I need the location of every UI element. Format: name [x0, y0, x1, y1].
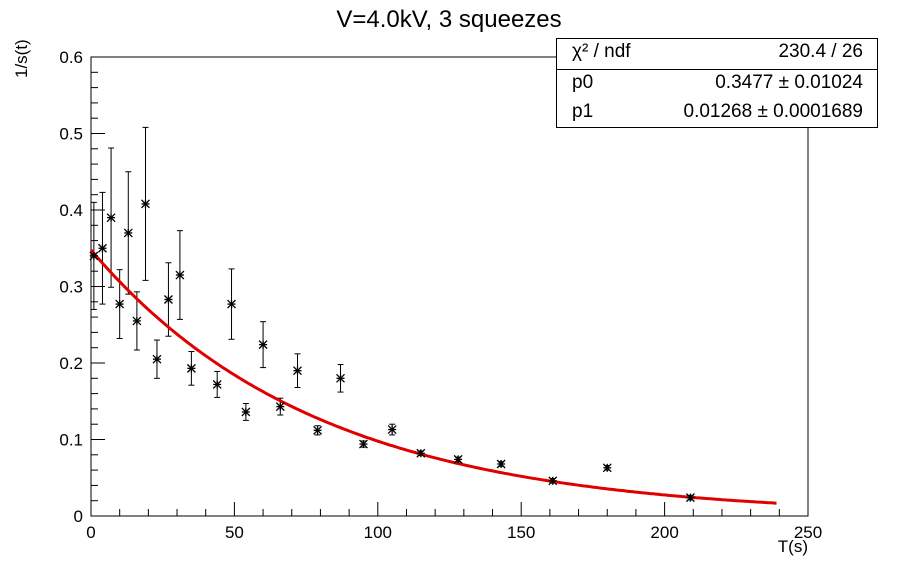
data-point — [258, 340, 268, 350]
data-point — [602, 463, 612, 473]
data-point — [336, 373, 345, 383]
x-tick-label: 0 — [86, 523, 95, 542]
data-point — [106, 213, 116, 223]
param-name: p1 — [572, 101, 594, 122]
fit-curve — [89, 249, 777, 505]
data-point — [359, 439, 368, 449]
data-point — [313, 425, 323, 435]
data-point — [227, 299, 236, 309]
data-point — [141, 199, 150, 209]
y-tick-label: 0 — [74, 507, 83, 526]
stats-divider — [557, 69, 877, 70]
data-point — [241, 407, 251, 417]
y-tick-label: 0.2 — [59, 354, 83, 373]
x-tick-label: 200 — [650, 523, 678, 542]
data-point — [186, 363, 196, 373]
stats-row-p0: p0 0.3477 ± 0.01024 — [557, 70, 877, 100]
stats-row-p1: p1 0.01268 ± 0.0001689 — [557, 99, 877, 129]
chart-title: V=4.0kV, 3 squeezes — [336, 6, 562, 33]
stats-header-row: χ² / ndf 230.4 / 26 — [557, 39, 877, 69]
data-point — [275, 402, 285, 412]
data-point — [212, 379, 222, 389]
data-point — [685, 493, 695, 503]
y-tick-label: 0.1 — [59, 431, 83, 450]
data-points — [89, 199, 695, 503]
data-point — [123, 228, 133, 238]
y-tick-label: 0.6 — [59, 48, 83, 67]
data-point — [163, 295, 173, 304]
error-bars — [90, 126, 694, 501]
data-point — [98, 243, 107, 253]
data-point — [175, 270, 185, 280]
y-axis-label: 1/s(t) — [12, 39, 31, 78]
axes: 0 50 100 150 200 250 0 0.1 0.2 0.3 0.4 0.5 0.6 — [59, 48, 822, 542]
data-point — [453, 454, 463, 464]
y-tick-label: 0.4 — [59, 201, 83, 220]
param-name: p0 — [572, 72, 594, 93]
x-tick-label: 150 — [507, 523, 535, 542]
x-tick-label: 100 — [364, 523, 392, 542]
chi2-label: χ² / ndf — [572, 41, 631, 62]
data-point — [115, 299, 125, 309]
data-point — [416, 448, 426, 458]
y-tick-label: 0.3 — [59, 278, 83, 297]
data-point — [293, 366, 302, 376]
x-tick-label: 50 — [225, 523, 244, 542]
data-point — [152, 354, 162, 364]
param-value: 0.01268 ± 0.0001689 — [683, 101, 863, 122]
data-point — [548, 476, 558, 486]
data-point — [89, 251, 99, 261]
data-point — [496, 459, 506, 469]
data-point — [387, 425, 397, 435]
data-point — [132, 316, 142, 326]
x-axis-label: T(s) — [777, 537, 808, 556]
chi2-value: 230.4 / 26 — [778, 41, 863, 62]
y-tick-label: 0.5 — [59, 125, 83, 144]
x-tick-label: 250 — [794, 523, 822, 542]
fit-stats-box: χ² / ndf 230.4 / 26 p0 0.3477 ± 0.01024 … — [556, 38, 878, 128]
param-value: 0.3477 ± 0.01024 — [715, 72, 863, 93]
